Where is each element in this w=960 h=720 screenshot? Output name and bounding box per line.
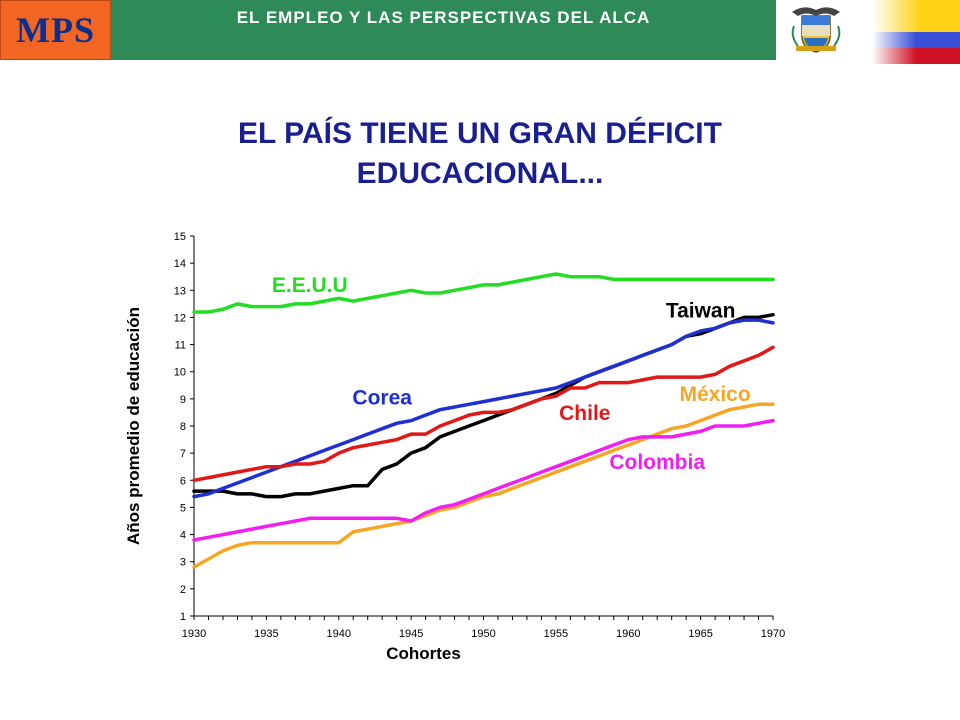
colombia-flag-icon <box>872 0 960 64</box>
y-tick-label: 5 <box>180 502 186 514</box>
series-label-chile: Chile <box>559 402 610 425</box>
y-tick-label: 15 <box>174 231 186 243</box>
y-tick-label: 12 <box>174 312 186 324</box>
series-line-corea <box>192 318 775 499</box>
slide-title-line2: EDUCACIONAL... <box>356 157 604 190</box>
x-tick-label: 1960 <box>616 628 640 640</box>
header-title: EL EMPLEO Y LAS PERSPECTIVAS DEL ALCA <box>236 8 651 27</box>
y-tick-label: 13 <box>174 285 186 297</box>
series-label-mxico: México <box>679 383 750 406</box>
slide-title: EL PAÍS TIENE UN GRAN DÉFICIT EDUCACIONA… <box>180 114 780 194</box>
series-label-taiwan: Taiwan <box>666 300 736 323</box>
y-tick-label: 1 <box>180 611 186 623</box>
y-tick-label: 2 <box>180 584 186 596</box>
series-line-colombia <box>192 418 775 542</box>
series-line-chile <box>192 345 775 483</box>
x-tick-label: 1930 <box>182 628 206 640</box>
x-tick-label: 1950 <box>471 628 495 640</box>
series-line-mxico <box>192 402 775 569</box>
y-tick-label: 8 <box>180 421 186 433</box>
y-axis-label: Años promedio de educación <box>124 307 143 545</box>
x-tick-label: 1970 <box>761 628 785 640</box>
mps-logo: MPS <box>0 0 111 60</box>
x-tick-label: 1935 <box>254 628 278 640</box>
colombia-coat-of-arms-icon <box>791 7 841 53</box>
y-tick-label: 3 <box>180 557 186 569</box>
mps-logo-text: MPS <box>16 10 95 50</box>
header-bar: EL EMPLEO Y LAS PERSPECTIVAS DEL ALCA <box>111 0 776 60</box>
series-line-eeuu <box>192 272 775 314</box>
y-tick-label: 11 <box>175 340 186 352</box>
x-tick-label: 1945 <box>399 628 423 640</box>
x-tick-label: 1940 <box>327 628 351 640</box>
y-tick-label: 4 <box>180 530 186 542</box>
y-tick-label: 6 <box>180 475 186 487</box>
x-tick-label: 1955 <box>544 628 568 640</box>
series-label-eeuu: E.E.U.U <box>272 274 348 297</box>
y-tick-label: 14 <box>174 258 186 270</box>
slide-title-line1: EL PAÍS TIENE UN GRAN DÉFICIT <box>238 117 722 150</box>
x-axis-label: Cohortes <box>386 644 461 663</box>
series-label-corea: Corea <box>352 387 412 410</box>
y-tick-label: 10 <box>174 367 186 379</box>
y-tick-label: 9 <box>180 394 186 406</box>
series-label-colombia: Colombia <box>609 451 705 474</box>
y-tick-label: 7 <box>180 448 186 460</box>
x-tick-label: 1965 <box>688 628 712 640</box>
